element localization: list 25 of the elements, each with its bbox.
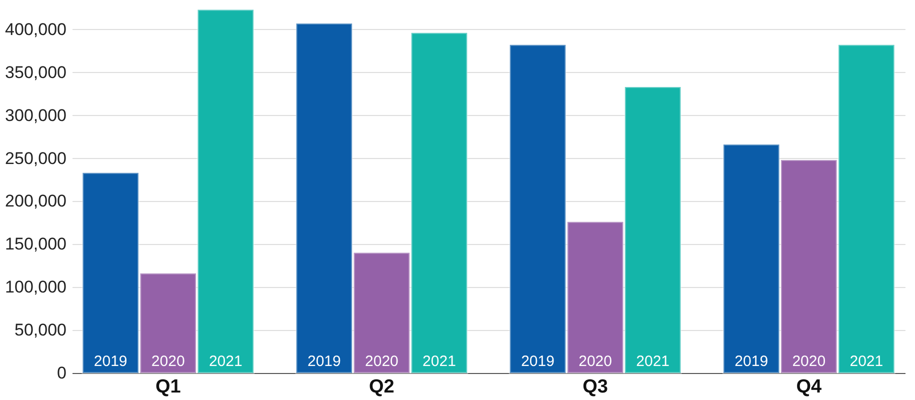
x-tick-label: Q1 bbox=[155, 376, 182, 398]
text: 2019 bbox=[734, 353, 768, 370]
y-tick-label: 0 bbox=[57, 364, 66, 382]
series-label: 2020 bbox=[151, 353, 185, 370]
text: 2020 bbox=[792, 353, 826, 370]
text: 2021 bbox=[636, 353, 670, 370]
text: 2020 bbox=[365, 353, 398, 370]
y-tick-label: 200,000 bbox=[5, 192, 66, 211]
y-tick-label: 150,000 bbox=[5, 234, 66, 254]
text: 2021 bbox=[850, 353, 884, 370]
text: 2019 bbox=[521, 353, 554, 370]
series-label: 2019 bbox=[94, 353, 128, 370]
text: 2019 bbox=[307, 353, 341, 370]
text: 2021 bbox=[422, 353, 456, 370]
x-tick-label: Q4 bbox=[796, 376, 822, 398]
y-tick-label: 300,000 bbox=[5, 106, 66, 125]
x-tick-label: Q2 bbox=[369, 376, 394, 398]
x-tick-label: Q3 bbox=[582, 376, 608, 398]
y-tick-label: 350,000 bbox=[5, 62, 66, 82]
y-tick-label: 400,000 bbox=[5, 20, 66, 39]
series-label: 2021 bbox=[208, 353, 242, 370]
text: 2020 bbox=[578, 353, 612, 370]
y-tick-label: 100,000 bbox=[5, 278, 66, 297]
y-tick-label: 250,000 bbox=[5, 148, 66, 168]
y-tick-label: 50,000 bbox=[14, 320, 66, 340]
